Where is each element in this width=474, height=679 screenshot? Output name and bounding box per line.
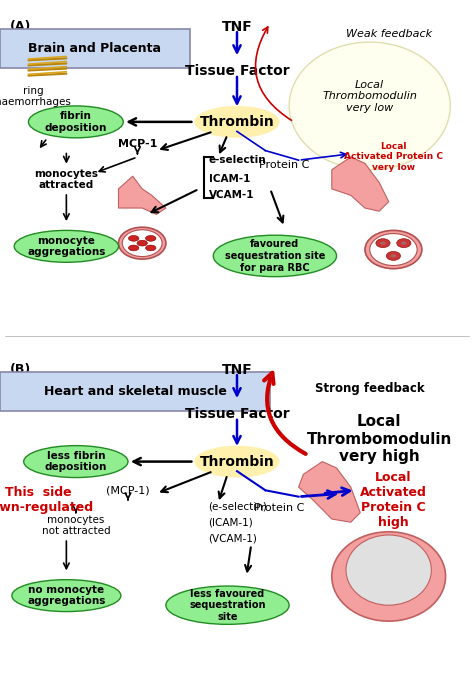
Text: Heart and skeletal muscle: Heart and skeletal muscle — [44, 385, 227, 398]
Ellipse shape — [376, 239, 390, 248]
FancyArrowPatch shape — [255, 27, 292, 120]
Text: (VCAM-1): (VCAM-1) — [209, 533, 257, 543]
Text: e-selectin: e-selectin — [209, 155, 266, 165]
Text: (B): (B) — [9, 363, 31, 375]
Text: TNF: TNF — [222, 20, 252, 34]
Text: Local
Thrombomodulin
very low: Local Thrombomodulin very low — [322, 79, 417, 113]
FancyArrowPatch shape — [264, 373, 306, 454]
Ellipse shape — [289, 42, 450, 170]
Ellipse shape — [365, 230, 422, 269]
Text: Strong feedback: Strong feedback — [315, 382, 425, 394]
Ellipse shape — [128, 236, 139, 241]
Text: (MCP-1): (MCP-1) — [106, 485, 150, 495]
Text: Tissue Factor: Tissue Factor — [185, 65, 289, 79]
Text: less fibrin
deposition: less fibrin deposition — [45, 451, 107, 473]
Ellipse shape — [386, 251, 401, 260]
Ellipse shape — [380, 242, 386, 244]
Text: fibrin
deposition: fibrin deposition — [45, 111, 107, 132]
Ellipse shape — [213, 235, 337, 276]
Text: Local
Activated
Protein C
high: Local Activated Protein C high — [360, 471, 427, 529]
Text: less favoured
sequestration
site: less favoured sequestration site — [189, 589, 266, 622]
Ellipse shape — [391, 255, 396, 257]
Text: Local
Thrombomodulin
very high: Local Thrombomodulin very high — [307, 414, 452, 464]
Text: monocytes
attracted: monocytes attracted — [34, 168, 99, 190]
FancyBboxPatch shape — [0, 372, 270, 411]
Text: (ICAM-1): (ICAM-1) — [209, 517, 253, 527]
Text: Tissue Factor: Tissue Factor — [185, 407, 289, 422]
Text: Weak feedback: Weak feedback — [346, 29, 432, 39]
Text: favoured
sequestration site
for para RBC: favoured sequestration site for para RBC — [225, 239, 325, 272]
Text: ring
haemorrhages: ring haemorrhages — [0, 86, 71, 107]
Ellipse shape — [397, 239, 411, 248]
Text: TNF: TNF — [222, 363, 252, 377]
Text: Brain and Placenta: Brain and Placenta — [28, 42, 161, 55]
Text: (A): (A) — [9, 20, 31, 33]
Polygon shape — [118, 176, 166, 215]
Ellipse shape — [128, 245, 139, 251]
Ellipse shape — [194, 445, 280, 477]
Ellipse shape — [122, 230, 162, 257]
Ellipse shape — [137, 240, 147, 246]
Polygon shape — [299, 462, 360, 522]
Ellipse shape — [14, 230, 118, 262]
Ellipse shape — [332, 532, 446, 621]
Text: monocyte
aggregations: monocyte aggregations — [27, 236, 106, 257]
Ellipse shape — [24, 445, 128, 477]
Ellipse shape — [370, 234, 417, 265]
Ellipse shape — [194, 106, 280, 138]
Ellipse shape — [118, 227, 166, 259]
Text: ICAM-1: ICAM-1 — [209, 175, 250, 184]
Text: (e-selectin): (e-selectin) — [209, 501, 267, 511]
Text: no monocyte
aggregations: no monocyte aggregations — [27, 585, 106, 606]
FancyBboxPatch shape — [0, 29, 190, 68]
Text: monocytes
not attracted: monocytes not attracted — [42, 515, 110, 536]
Ellipse shape — [12, 580, 121, 612]
Polygon shape — [332, 157, 389, 211]
Text: Local
Activated Protein C
very low: Local Activated Protein C very low — [344, 142, 443, 172]
Ellipse shape — [166, 586, 289, 625]
Text: Thrombin: Thrombin — [200, 115, 274, 129]
Ellipse shape — [28, 106, 123, 138]
Text: Protein C: Protein C — [255, 503, 305, 513]
Ellipse shape — [401, 242, 407, 244]
Ellipse shape — [346, 535, 431, 605]
Ellipse shape — [146, 236, 156, 241]
Ellipse shape — [146, 245, 156, 251]
Text: VCAM-1: VCAM-1 — [209, 190, 254, 200]
Text: Thrombin: Thrombin — [200, 454, 274, 469]
Text: MCP-1: MCP-1 — [118, 139, 157, 149]
Text: This  side
down-regulated: This side down-regulated — [0, 486, 93, 514]
Text: Protein C: Protein C — [259, 160, 310, 170]
